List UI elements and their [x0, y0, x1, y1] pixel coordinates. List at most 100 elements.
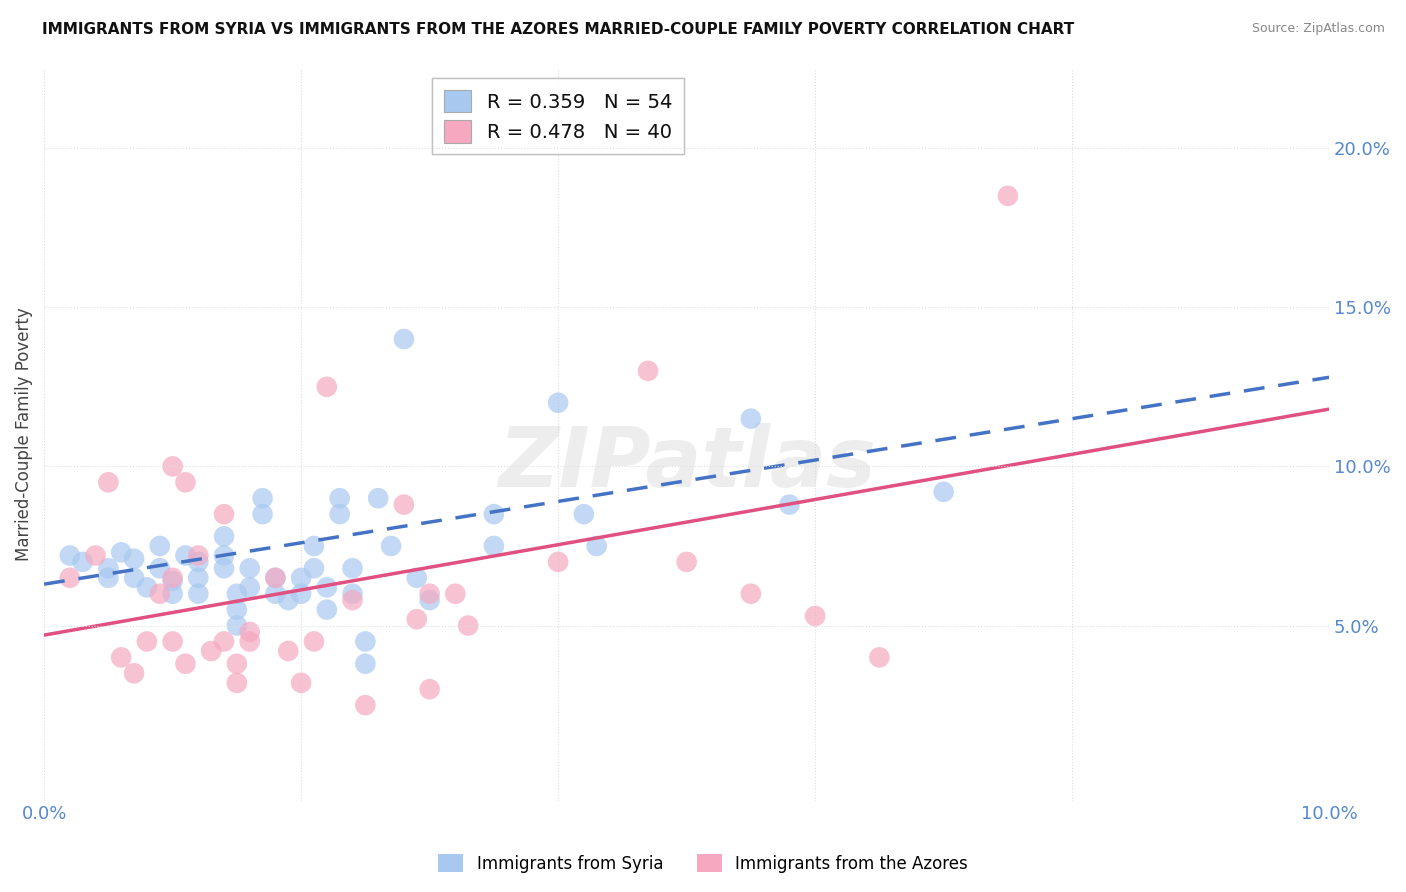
- Point: [367, 491, 389, 506]
- Point: [187, 549, 209, 563]
- Point: [122, 666, 145, 681]
- Text: Source: ZipAtlas.com: Source: ZipAtlas.com: [1251, 22, 1385, 36]
- Point: [110, 650, 132, 665]
- Point: [97, 571, 120, 585]
- Point: [122, 571, 145, 585]
- Point: [84, 549, 107, 563]
- Point: [239, 624, 262, 639]
- Point: [212, 634, 235, 648]
- Point: [225, 676, 247, 690]
- Point: [405, 571, 427, 585]
- Point: [225, 587, 247, 601]
- Point: [162, 459, 184, 474]
- Point: [162, 574, 184, 588]
- Point: [585, 539, 607, 553]
- Point: [187, 571, 209, 585]
- Point: [212, 549, 235, 563]
- Point: [997, 189, 1019, 203]
- Point: [302, 634, 325, 648]
- Point: [149, 561, 172, 575]
- Point: [329, 507, 352, 521]
- Point: [212, 507, 235, 521]
- Point: [457, 618, 479, 632]
- Point: [932, 484, 955, 499]
- Point: [252, 507, 274, 521]
- Point: [149, 587, 172, 601]
- Point: [329, 491, 352, 506]
- Point: [482, 539, 505, 553]
- Point: [264, 571, 287, 585]
- Point: [110, 545, 132, 559]
- Point: [778, 498, 800, 512]
- Point: [290, 587, 312, 601]
- Point: [572, 507, 595, 521]
- Point: [740, 411, 762, 425]
- Point: [264, 587, 287, 601]
- Y-axis label: Married-Couple Family Poverty: Married-Couple Family Poverty: [15, 308, 32, 561]
- Point: [225, 602, 247, 616]
- Point: [162, 634, 184, 648]
- Text: IMMIGRANTS FROM SYRIA VS IMMIGRANTS FROM THE AZORES MARRIED-COUPLE FAMILY POVERT: IMMIGRANTS FROM SYRIA VS IMMIGRANTS FROM…: [42, 22, 1074, 37]
- Legend: Immigrants from Syria, Immigrants from the Azores: Immigrants from Syria, Immigrants from t…: [432, 847, 974, 880]
- Point: [405, 612, 427, 626]
- Point: [302, 539, 325, 553]
- Point: [315, 602, 337, 616]
- Point: [225, 657, 247, 671]
- Point: [162, 587, 184, 601]
- Point: [97, 561, 120, 575]
- Point: [277, 593, 299, 607]
- Point: [187, 555, 209, 569]
- Point: [419, 593, 441, 607]
- Point: [354, 657, 377, 671]
- Point: [174, 475, 197, 490]
- Point: [482, 507, 505, 521]
- Point: [392, 332, 415, 346]
- Point: [59, 571, 82, 585]
- Point: [174, 657, 197, 671]
- Point: [354, 634, 377, 648]
- Point: [804, 609, 827, 624]
- Point: [135, 580, 157, 594]
- Point: [239, 580, 262, 594]
- Point: [419, 587, 441, 601]
- Point: [239, 561, 262, 575]
- Point: [547, 396, 569, 410]
- Point: [675, 555, 697, 569]
- Point: [302, 561, 325, 575]
- Point: [392, 498, 415, 512]
- Point: [162, 571, 184, 585]
- Point: [200, 644, 222, 658]
- Point: [212, 529, 235, 543]
- Point: [380, 539, 402, 553]
- Point: [97, 475, 120, 490]
- Point: [315, 380, 337, 394]
- Point: [72, 555, 94, 569]
- Point: [342, 593, 364, 607]
- Point: [252, 491, 274, 506]
- Point: [212, 561, 235, 575]
- Point: [122, 551, 145, 566]
- Point: [342, 587, 364, 601]
- Point: [637, 364, 659, 378]
- Point: [315, 580, 337, 594]
- Point: [868, 650, 890, 665]
- Point: [290, 676, 312, 690]
- Point: [135, 634, 157, 648]
- Point: [264, 571, 287, 585]
- Text: ZIPatlas: ZIPatlas: [498, 424, 876, 504]
- Point: [174, 549, 197, 563]
- Point: [290, 571, 312, 585]
- Point: [277, 644, 299, 658]
- Point: [59, 549, 82, 563]
- Point: [419, 682, 441, 697]
- Point: [239, 634, 262, 648]
- Point: [444, 587, 467, 601]
- Point: [547, 555, 569, 569]
- Point: [740, 587, 762, 601]
- Point: [149, 539, 172, 553]
- Point: [342, 561, 364, 575]
- Legend: R = 0.359   N = 54, R = 0.478   N = 40: R = 0.359 N = 54, R = 0.478 N = 40: [433, 78, 683, 154]
- Point: [187, 587, 209, 601]
- Point: [225, 618, 247, 632]
- Point: [354, 698, 377, 713]
